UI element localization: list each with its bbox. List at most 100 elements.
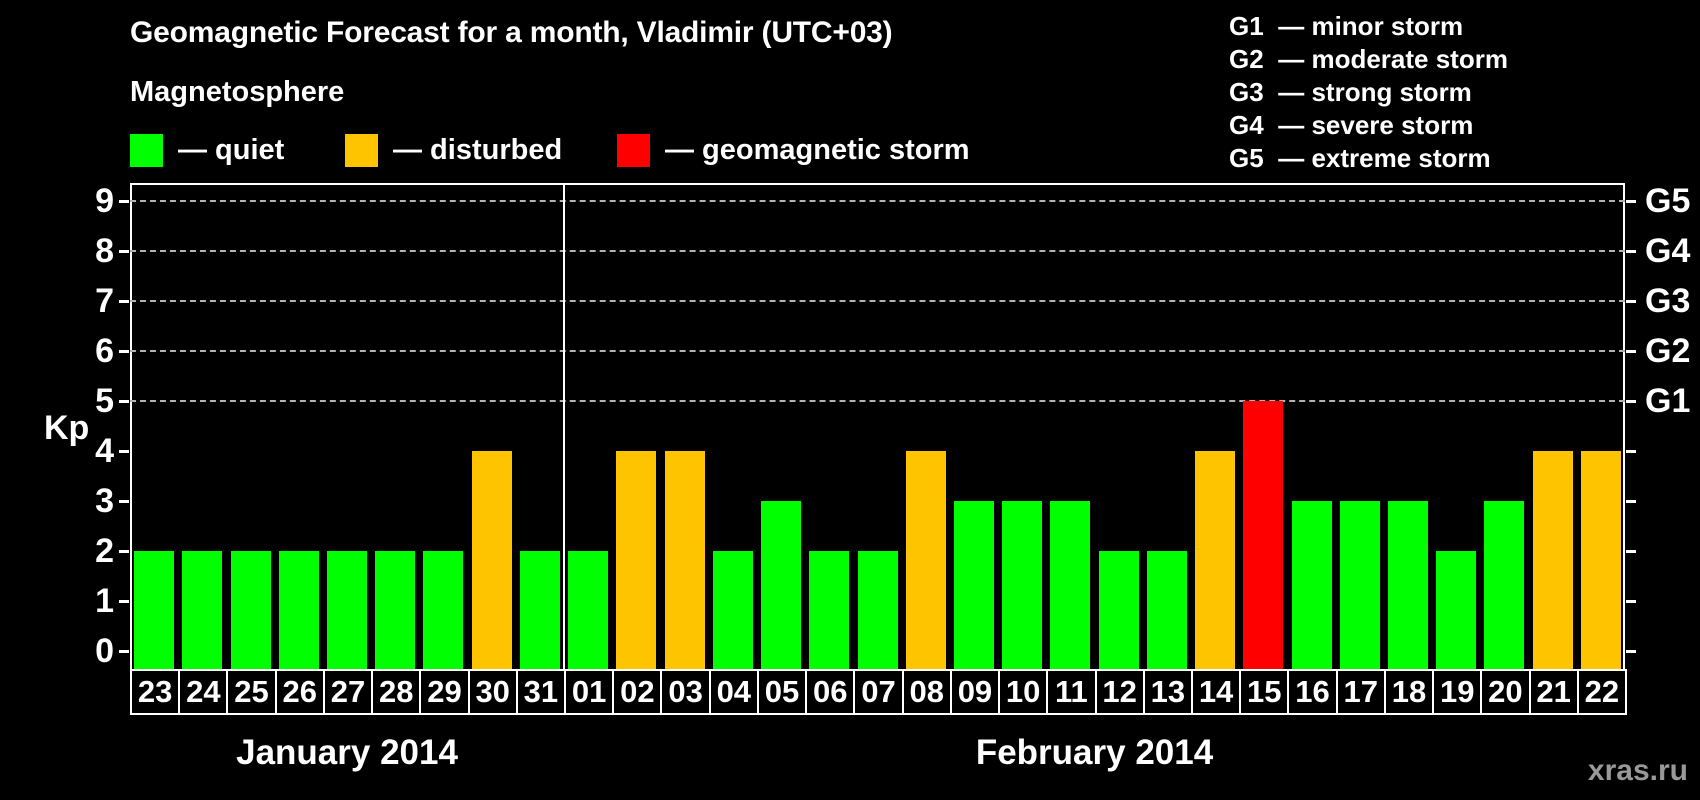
kp-bar-day-28 [375,551,416,669]
kp-bar-day-10 [1002,501,1043,669]
day-label-24: 24 [178,669,229,715]
kp-bar-day-13 [1146,551,1187,669]
kp-bar-day-14 [1195,451,1236,669]
kp-bar-day-02 [616,451,657,669]
day-label-05: 05 [756,669,808,715]
right-axis-tick [1626,650,1636,653]
legend-item-label: — disturbed [393,133,563,166]
kp-bar-day-17 [1339,501,1380,669]
kp-bar-day-03 [664,451,705,669]
y-axis-tick [119,650,129,653]
kp-bar-day-24 [182,551,223,669]
y-axis-tick-label: 8 [95,232,114,270]
right-axis-tick [1626,250,1636,253]
day-label-02: 02 [612,669,663,715]
kp-bar-day-09 [953,501,994,669]
y-axis-tick [119,250,129,253]
g-code: G4 [1229,110,1264,140]
y-axis-tick [119,300,129,303]
legend-item-label: — quiet [178,133,285,166]
g-scale-legend-line: G2 — moderate storm [1229,43,1508,76]
day-label-22: 22 [1576,669,1627,715]
day-label-29: 29 [419,669,470,715]
right-axis-tick [1626,500,1636,503]
y-axis-tick [119,400,129,403]
storm-color-swatch [617,133,650,167]
g-description: — extreme storm [1278,143,1491,173]
day-label-25: 25 [226,669,277,715]
legend-item-label: — geomagnetic storm [665,133,970,166]
kp-bar-day-23 [134,551,175,669]
gridline-kp8 [130,250,1625,252]
y-axis-tick [119,500,129,503]
month-label: January 2014 [236,733,458,772]
kp-bar-day-11 [1050,501,1091,669]
y-axis-tick-label: 0 [95,632,114,670]
quiet-color-swatch [130,133,163,167]
day-label-12: 12 [1094,669,1145,715]
right-axis-tick [1626,550,1636,553]
day-label-30: 30 [467,669,518,715]
g-scale-legend-line: G4 — severe storm [1229,109,1508,142]
kp-bar-day-25 [230,551,271,669]
day-label-09: 09 [949,669,1001,715]
g-code: G5 [1229,143,1264,173]
right-axis-label-g2: G2 [1645,332,1691,370]
g-code: G1 [1229,11,1264,41]
gridline-kp9 [130,200,1625,202]
day-label-11: 11 [1046,669,1097,715]
kp-bar-day-19 [1436,551,1477,669]
g-description: — severe storm [1278,110,1474,140]
y-axis-tick-label: 6 [95,332,114,370]
kp-bar-day-22 [1580,451,1621,669]
legend-item-disturbed: — disturbed [345,132,562,168]
right-axis-tick [1626,450,1636,453]
kp-bar-day-27 [327,551,368,669]
y-axis-tick-label: 2 [95,532,114,570]
day-label-08: 08 [901,669,952,715]
right-axis-tick [1626,400,1636,403]
day-label-01: 01 [564,669,615,715]
y-axis-tick-label: 7 [95,282,114,320]
y-axis-tick [119,200,129,203]
y-axis-tick-label: 3 [95,482,114,520]
day-label-16: 16 [1287,669,1338,715]
y-axis-title: Kp [44,409,90,447]
gridline-kp6 [130,350,1625,352]
g-scale-legend-line: G5 — extreme storm [1229,142,1508,175]
kp-bar-day-21 [1532,451,1573,669]
right-axis-label-g5: G5 [1645,182,1691,220]
g-scale-legend: G1 — minor storm G2 — moderate storm G3 … [1229,10,1508,175]
kp-bar-day-06 [809,551,850,669]
day-label-07: 07 [853,669,904,715]
legend-item-storm: — geomagnetic storm [617,132,970,168]
right-axis-label-g4: G4 [1645,232,1691,270]
right-axis-label-g1: G1 [1645,382,1691,420]
day-label-21: 21 [1528,669,1579,715]
kp-bar-day-31 [519,551,560,669]
day-label-26: 26 [274,669,325,715]
gridline-kp5 [130,400,1625,402]
y-axis-tick-label: 4 [95,432,114,470]
plot-area [130,183,1625,669]
g-description: — strong storm [1278,77,1472,107]
right-axis-tick [1626,300,1636,303]
kp-bar-day-07 [857,551,898,669]
day-label-20: 20 [1480,669,1531,715]
g-code: G3 [1229,77,1264,107]
kp-bar-day-26 [278,551,319,669]
kp-bar-day-16 [1291,501,1332,669]
watermark: xras.ru [1587,754,1688,787]
right-axis-tick [1626,200,1636,203]
day-label-18: 18 [1383,669,1435,715]
right-axis-tick [1626,600,1636,603]
y-axis-tick-label: 5 [95,382,114,420]
day-label-06: 06 [805,669,856,715]
y-axis-tick-label: 9 [95,182,114,220]
day-label-04: 04 [708,669,759,715]
y-axis-tick [119,350,129,353]
day-label-28: 28 [371,669,422,715]
kp-bar-day-29 [423,551,464,669]
